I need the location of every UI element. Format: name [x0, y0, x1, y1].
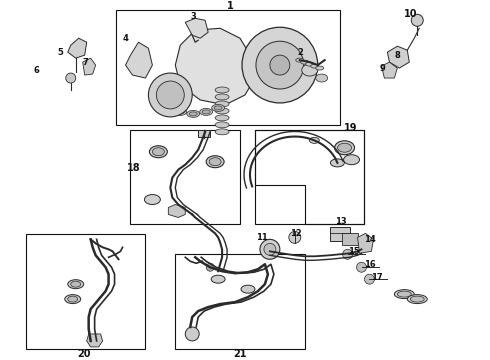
- Polygon shape: [175, 28, 255, 105]
- Text: 1: 1: [227, 1, 233, 12]
- Text: 6: 6: [33, 66, 39, 75]
- Ellipse shape: [189, 112, 197, 116]
- Text: 18: 18: [127, 163, 141, 173]
- Circle shape: [270, 55, 290, 75]
- Ellipse shape: [152, 148, 164, 156]
- Ellipse shape: [145, 194, 160, 204]
- Text: 17: 17: [371, 273, 383, 282]
- Polygon shape: [68, 38, 87, 58]
- Ellipse shape: [200, 108, 213, 116]
- Circle shape: [206, 263, 214, 271]
- Ellipse shape: [214, 106, 222, 110]
- Bar: [198, 130, 210, 137]
- Circle shape: [256, 41, 304, 89]
- Bar: [26, 234, 146, 349]
- Circle shape: [365, 274, 374, 284]
- Text: 15: 15: [347, 247, 359, 256]
- Polygon shape: [381, 62, 397, 78]
- Ellipse shape: [343, 155, 360, 165]
- Ellipse shape: [215, 108, 229, 114]
- Circle shape: [264, 243, 276, 255]
- Ellipse shape: [311, 64, 319, 68]
- Circle shape: [185, 327, 199, 341]
- Ellipse shape: [407, 294, 427, 303]
- Circle shape: [411, 14, 423, 26]
- Text: 16: 16: [365, 260, 376, 269]
- Ellipse shape: [397, 291, 411, 297]
- Ellipse shape: [212, 104, 224, 111]
- Circle shape: [148, 73, 192, 117]
- Text: 5: 5: [57, 48, 63, 57]
- Polygon shape: [125, 42, 152, 78]
- Ellipse shape: [68, 280, 84, 289]
- Ellipse shape: [316, 74, 328, 82]
- Text: 9: 9: [379, 64, 385, 73]
- Ellipse shape: [206, 156, 224, 168]
- Bar: [130, 130, 240, 224]
- Text: 20: 20: [77, 349, 91, 359]
- Circle shape: [289, 231, 301, 243]
- Ellipse shape: [301, 60, 309, 64]
- Text: 7: 7: [83, 58, 88, 67]
- Text: 19: 19: [344, 123, 358, 133]
- Circle shape: [357, 262, 367, 272]
- Polygon shape: [87, 334, 102, 347]
- Ellipse shape: [211, 275, 225, 283]
- Ellipse shape: [241, 285, 255, 293]
- Ellipse shape: [302, 64, 318, 76]
- Text: 13: 13: [335, 217, 346, 226]
- Ellipse shape: [187, 111, 200, 117]
- Ellipse shape: [65, 294, 81, 303]
- Ellipse shape: [71, 281, 81, 287]
- Text: 2: 2: [298, 48, 304, 57]
- Circle shape: [66, 73, 76, 83]
- Text: 10: 10: [404, 9, 418, 19]
- Polygon shape: [83, 58, 96, 75]
- Bar: [330, 228, 349, 241]
- Ellipse shape: [316, 66, 324, 70]
- Circle shape: [156, 81, 184, 109]
- Circle shape: [242, 27, 318, 103]
- Ellipse shape: [215, 101, 229, 107]
- Text: 4: 4: [122, 34, 128, 43]
- Ellipse shape: [296, 58, 304, 62]
- Ellipse shape: [176, 110, 184, 114]
- Ellipse shape: [215, 115, 229, 121]
- Bar: [116, 10, 340, 125]
- Ellipse shape: [149, 146, 167, 158]
- Text: 8: 8: [394, 51, 400, 60]
- Ellipse shape: [309, 138, 319, 143]
- Ellipse shape: [410, 296, 424, 302]
- Circle shape: [343, 249, 352, 259]
- Circle shape: [260, 239, 280, 259]
- Polygon shape: [169, 204, 185, 217]
- Ellipse shape: [330, 159, 344, 167]
- Bar: [175, 254, 305, 349]
- Polygon shape: [358, 233, 373, 253]
- Ellipse shape: [215, 122, 229, 128]
- Ellipse shape: [68, 296, 78, 302]
- Ellipse shape: [164, 106, 172, 110]
- Ellipse shape: [394, 290, 414, 298]
- Bar: [342, 233, 358, 245]
- Text: 12: 12: [290, 229, 301, 238]
- Text: 14: 14: [365, 235, 376, 244]
- Ellipse shape: [209, 158, 221, 166]
- Ellipse shape: [215, 87, 229, 93]
- Text: 21: 21: [233, 349, 247, 359]
- Ellipse shape: [215, 94, 229, 100]
- Ellipse shape: [306, 62, 314, 66]
- Polygon shape: [388, 46, 409, 68]
- Ellipse shape: [174, 108, 187, 116]
- Ellipse shape: [215, 129, 229, 135]
- Ellipse shape: [202, 110, 210, 114]
- Bar: [255, 130, 365, 224]
- Polygon shape: [185, 18, 208, 38]
- Text: 3: 3: [190, 12, 196, 21]
- Text: 11: 11: [256, 233, 268, 242]
- Ellipse shape: [338, 143, 351, 152]
- Ellipse shape: [335, 141, 355, 155]
- Ellipse shape: [162, 104, 175, 111]
